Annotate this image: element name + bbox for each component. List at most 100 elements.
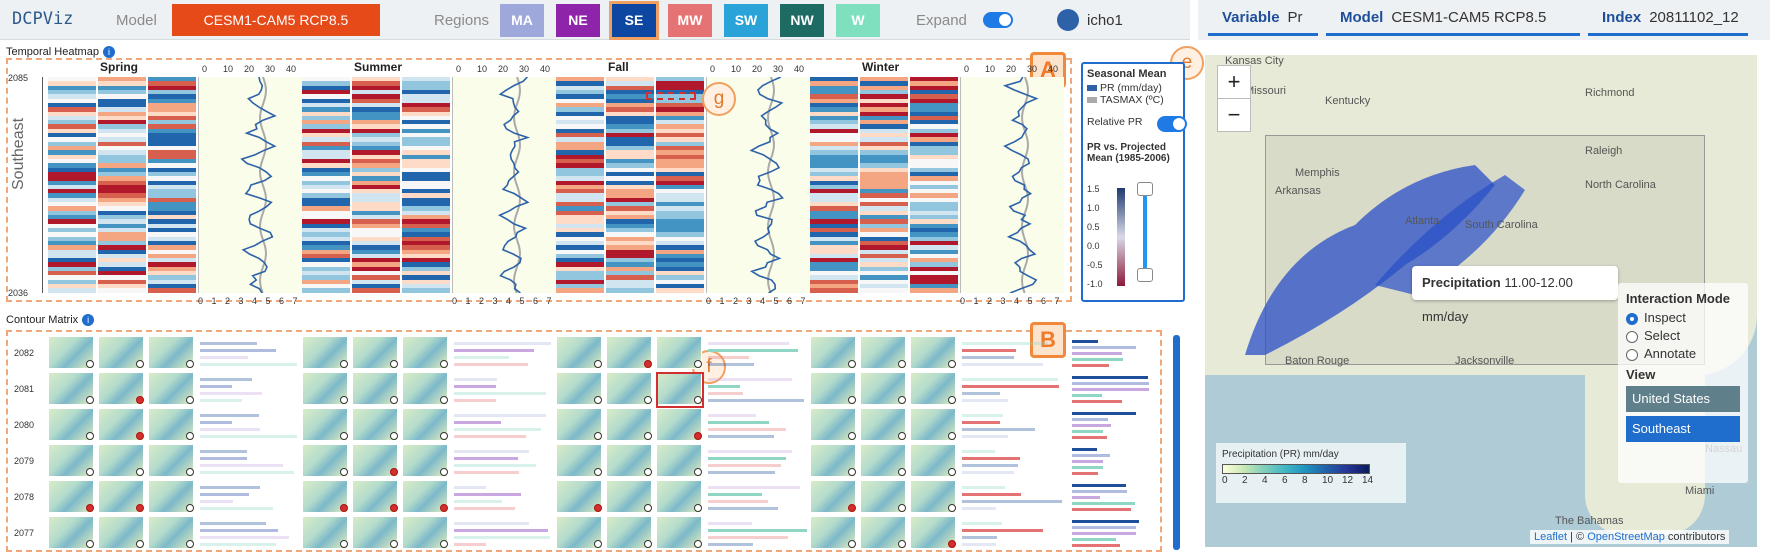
heatmap-cell[interactable] [402, 128, 450, 134]
heatmap-cell[interactable] [656, 215, 704, 220]
heatmap-cell[interactable] [352, 180, 400, 185]
heatmap-cell[interactable] [860, 258, 908, 263]
heatmap-cell[interactable] [48, 184, 96, 190]
heatmap-cell[interactable] [860, 288, 908, 293]
heatmap-cell[interactable] [48, 240, 96, 246]
contour-thumbnail[interactable] [556, 444, 602, 477]
heatmap-column[interactable] [606, 77, 654, 293]
heatmap-cell[interactable] [810, 85, 858, 90]
heatmap-cell[interactable] [810, 223, 858, 228]
contour-thumbnail[interactable] [860, 372, 906, 405]
heatmap-cell[interactable] [910, 219, 958, 224]
heatmap-cell[interactable] [656, 98, 704, 103]
heatmap-cell[interactable] [148, 128, 196, 134]
leaflet-link[interactable]: Leaflet [1534, 531, 1568, 543]
heatmap-column[interactable] [860, 77, 908, 293]
heatmap-cell[interactable] [656, 288, 704, 293]
heatmap-cell[interactable] [910, 245, 958, 250]
heatmap-cell[interactable] [606, 115, 654, 121]
heatmap-cell[interactable] [556, 171, 604, 177]
heatmap-cell[interactable] [148, 180, 196, 185]
heatmap-cell[interactable] [302, 236, 350, 241]
heatmap-cell[interactable] [302, 158, 350, 164]
heatmap-cell[interactable] [148, 232, 196, 237]
heatmap-cell[interactable] [606, 262, 654, 267]
heatmap-cell[interactable] [810, 81, 858, 86]
heatmap-cell[interactable] [402, 184, 450, 190]
heatmap-cell[interactable] [352, 89, 400, 95]
heatmap-cell[interactable] [352, 150, 400, 155]
heatmap-cell[interactable] [606, 141, 654, 146]
model-tab[interactable]: Model CESM1-CAM5 RCP8.5 [1326, 0, 1580, 36]
heatmap-cell[interactable] [910, 150, 958, 155]
heatmap-cell[interactable] [606, 184, 654, 190]
heatmap-cell[interactable] [48, 120, 96, 125]
mode-radio-inspect[interactable]: Inspect [1626, 310, 1740, 325]
heatmap-cell[interactable] [48, 202, 96, 207]
heatmap-cell[interactable] [910, 146, 958, 151]
heatmap-cell[interactable] [98, 111, 146, 116]
heatmap-column[interactable] [98, 77, 146, 293]
heatmap-cell[interactable] [98, 284, 146, 289]
heatmap-cell[interactable] [656, 107, 704, 112]
heatmap-cell[interactable] [98, 193, 146, 198]
heatmap-cell[interactable] [302, 223, 350, 228]
heatmap-cell[interactable] [402, 137, 450, 142]
heatmap-cell[interactable] [860, 133, 908, 138]
view-united-states-button[interactable]: United States [1626, 386, 1740, 412]
contour-marker-dot[interactable] [136, 540, 144, 548]
heatmap-cell[interactable] [606, 120, 654, 125]
heatmap-cell[interactable] [910, 77, 958, 82]
contour-marker-dot[interactable] [948, 504, 956, 512]
heatmap-cell[interactable] [656, 249, 704, 254]
heatmap-cell[interactable] [656, 141, 704, 146]
heatmap-cell[interactable] [302, 232, 350, 237]
heatmap-cell[interactable] [48, 124, 96, 129]
heatmap-cell[interactable] [860, 210, 908, 215]
contour-marker-dot[interactable] [86, 540, 94, 548]
heatmap-cell[interactable] [148, 77, 196, 82]
heatmap-cell[interactable] [910, 163, 958, 168]
contour-thumbnail[interactable] [556, 372, 602, 405]
heatmap-cell[interactable] [810, 98, 858, 103]
heatmap-cell[interactable] [810, 197, 858, 203]
heatmap-cell[interactable] [148, 279, 196, 284]
contour-marker-dot[interactable] [594, 396, 602, 404]
heatmap-cell[interactable] [556, 77, 604, 82]
heatmap-cell[interactable] [302, 102, 350, 108]
heatmap-cell[interactable] [556, 89, 604, 95]
heatmap-cell[interactable] [556, 163, 604, 168]
heatmap-cell[interactable] [910, 215, 958, 220]
heatmap-cell[interactable] [352, 111, 400, 116]
heatmap-cell[interactable] [148, 107, 196, 112]
heatmap-cell[interactable] [606, 150, 654, 155]
heatmap-cell[interactable] [860, 171, 908, 177]
heatmap-cell[interactable] [302, 89, 350, 95]
heatmap-cell[interactable] [302, 77, 350, 82]
heatmap-cell[interactable] [302, 258, 350, 263]
heatmap-cell[interactable] [402, 210, 450, 215]
heatmap-cell[interactable] [810, 288, 858, 293]
heatmap-cell[interactable] [98, 115, 146, 121]
heatmap-cell[interactable] [910, 249, 958, 254]
heatmap-cell[interactable] [48, 266, 96, 272]
heatmap-cell[interactable] [352, 137, 400, 142]
contour-marker-dot[interactable] [644, 432, 652, 440]
heatmap-cell[interactable] [148, 271, 196, 276]
heatmap-cell[interactable] [656, 180, 704, 185]
heatmap-cell[interactable] [352, 85, 400, 90]
heatmap-cell[interactable] [860, 176, 908, 181]
heatmap-cell[interactable] [148, 219, 196, 224]
heatmap-cell[interactable] [656, 279, 704, 284]
heatmap-cell[interactable] [302, 115, 350, 121]
heatmap-cell[interactable] [860, 94, 908, 99]
heatmap-cell[interactable] [606, 171, 654, 177]
heatmap-cell[interactable] [860, 262, 908, 267]
heatmap-cell[interactable] [402, 176, 450, 181]
heatmap-cell[interactable] [606, 98, 654, 103]
heatmap-cell[interactable] [860, 115, 908, 121]
heatmap-cell[interactable] [556, 240, 604, 246]
heatmap-cell[interactable] [606, 146, 654, 151]
heatmap-cell[interactable] [810, 227, 858, 233]
heatmap-cell[interactable] [910, 89, 958, 95]
